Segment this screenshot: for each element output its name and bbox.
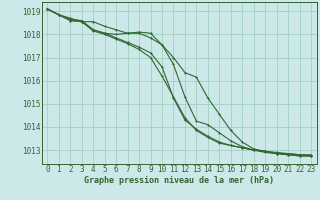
X-axis label: Graphe pression niveau de la mer (hPa): Graphe pression niveau de la mer (hPa) [84,176,274,185]
